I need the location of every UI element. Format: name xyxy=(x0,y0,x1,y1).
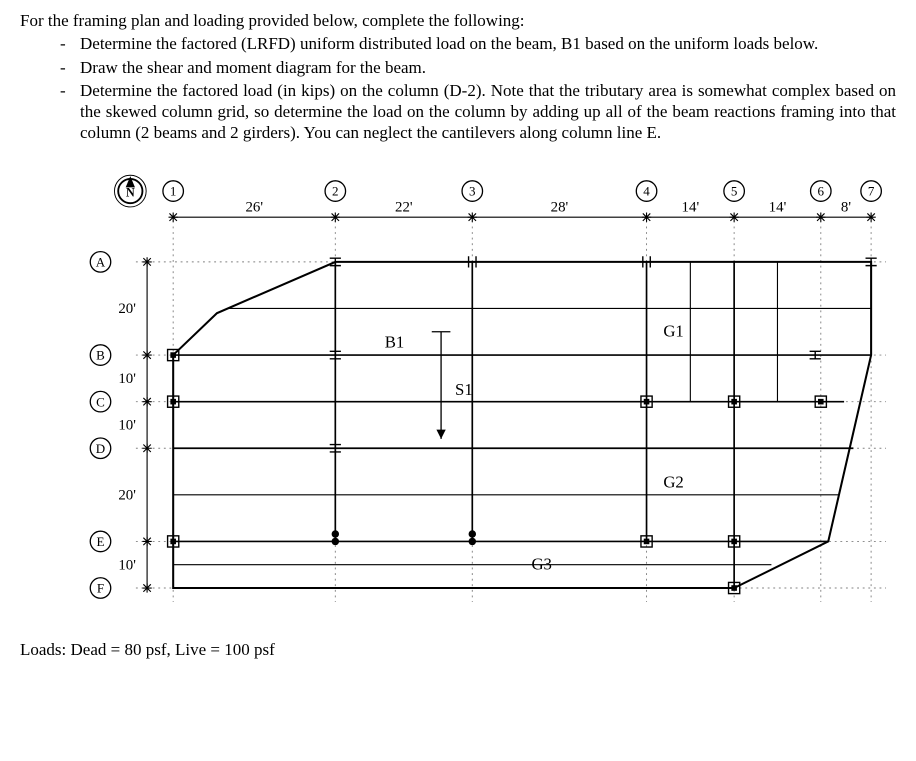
dim-break-mark xyxy=(142,443,151,452)
dim-break-mark xyxy=(331,212,340,221)
label-S1: S1 xyxy=(455,380,473,399)
col-2-label: 2 xyxy=(332,183,339,198)
section-cut-arrowhead xyxy=(436,429,445,438)
moment-E3b xyxy=(469,530,476,537)
dim-col-5-6: 14' xyxy=(769,199,787,215)
task-item-1: Determine the factored (LRFD) uniform di… xyxy=(60,33,896,54)
dim-col-4-5: 14' xyxy=(682,199,700,215)
moment-E2b xyxy=(332,530,339,537)
col-6-label: 6 xyxy=(818,183,825,198)
col-C4-core xyxy=(644,398,650,404)
building-outline xyxy=(173,261,871,587)
framing-plan-diagram: 26' 22' 28' 14' 14' 8' 20' 10' 10' 20' 10' 1 2 3 4 5 6 7 A… xyxy=(80,162,900,632)
dim-break-mark xyxy=(729,212,738,221)
dim-row-D-E: 20' xyxy=(118,487,136,503)
col-7-label: 7 xyxy=(868,183,875,198)
col-C5-core xyxy=(731,398,737,404)
task-item-3: Determine the factored load (in kips) on… xyxy=(60,80,896,144)
dim-break-mark xyxy=(468,212,477,221)
label-B1: B1 xyxy=(385,332,405,351)
moment-E2 xyxy=(332,537,339,544)
label-G1: G1 xyxy=(663,321,684,340)
dim-row-A-B: 20' xyxy=(118,301,136,317)
problem-statement: For the framing plan and loading provide… xyxy=(20,10,896,144)
dim-row-C-D: 10' xyxy=(118,417,136,433)
dim-col-2-3: 22' xyxy=(395,199,413,215)
dim-break-mark xyxy=(142,257,151,266)
framing-plan-svg: 26' 22' 28' 14' 14' 8' 20' 10' 10' 20' 10' 1 2 3 4 5 6 7 A… xyxy=(80,162,900,632)
col-E1-core xyxy=(170,538,176,544)
col-5-label: 5 xyxy=(731,183,738,198)
row-D-label: D xyxy=(96,440,105,455)
dim-row-E-F: 10' xyxy=(118,557,136,573)
task-item-2: Draw the shear and moment diagram for th… xyxy=(60,57,896,78)
col-E4-core xyxy=(644,538,650,544)
col-1-label: 1 xyxy=(170,183,177,198)
row-A-label: A xyxy=(96,254,106,269)
dim-break-mark xyxy=(816,212,825,221)
label-G2: G2 xyxy=(663,472,684,491)
row-F-label: F xyxy=(97,580,104,595)
dim-break-mark xyxy=(642,212,651,221)
dim-break-mark xyxy=(142,583,151,592)
north-label: N xyxy=(126,185,135,199)
row-B-label: B xyxy=(96,347,105,362)
dim-break-mark xyxy=(169,212,178,221)
moment-E3 xyxy=(469,537,476,544)
loads-text: Loads: Dead = 80 psf, Live = 100 psf xyxy=(20,640,896,660)
intro-text: For the framing plan and loading provide… xyxy=(20,10,896,31)
dim-break-mark xyxy=(142,350,151,359)
task-list: Determine the factored (LRFD) uniform di… xyxy=(60,33,896,143)
col-4-label: 4 xyxy=(643,183,650,198)
col-F5-core xyxy=(731,585,737,591)
label-G3: G3 xyxy=(531,554,552,573)
dim-col-6-7: 8' xyxy=(841,199,851,215)
dim-row-B-C: 10' xyxy=(118,371,136,387)
col-C1-core xyxy=(170,398,176,404)
dim-break-mark xyxy=(866,212,875,221)
dim-break-mark xyxy=(142,536,151,545)
col-B1-core xyxy=(170,352,176,358)
col-3-label: 3 xyxy=(469,183,476,198)
col-C6-core xyxy=(818,398,824,404)
dim-col-1-2: 26' xyxy=(245,199,263,215)
dim-break-mark xyxy=(142,397,151,406)
dim-col-3-4: 28' xyxy=(551,199,569,215)
row-C-label: C xyxy=(96,394,105,409)
row-E-label: E xyxy=(97,534,105,549)
col-E5-core xyxy=(731,538,737,544)
